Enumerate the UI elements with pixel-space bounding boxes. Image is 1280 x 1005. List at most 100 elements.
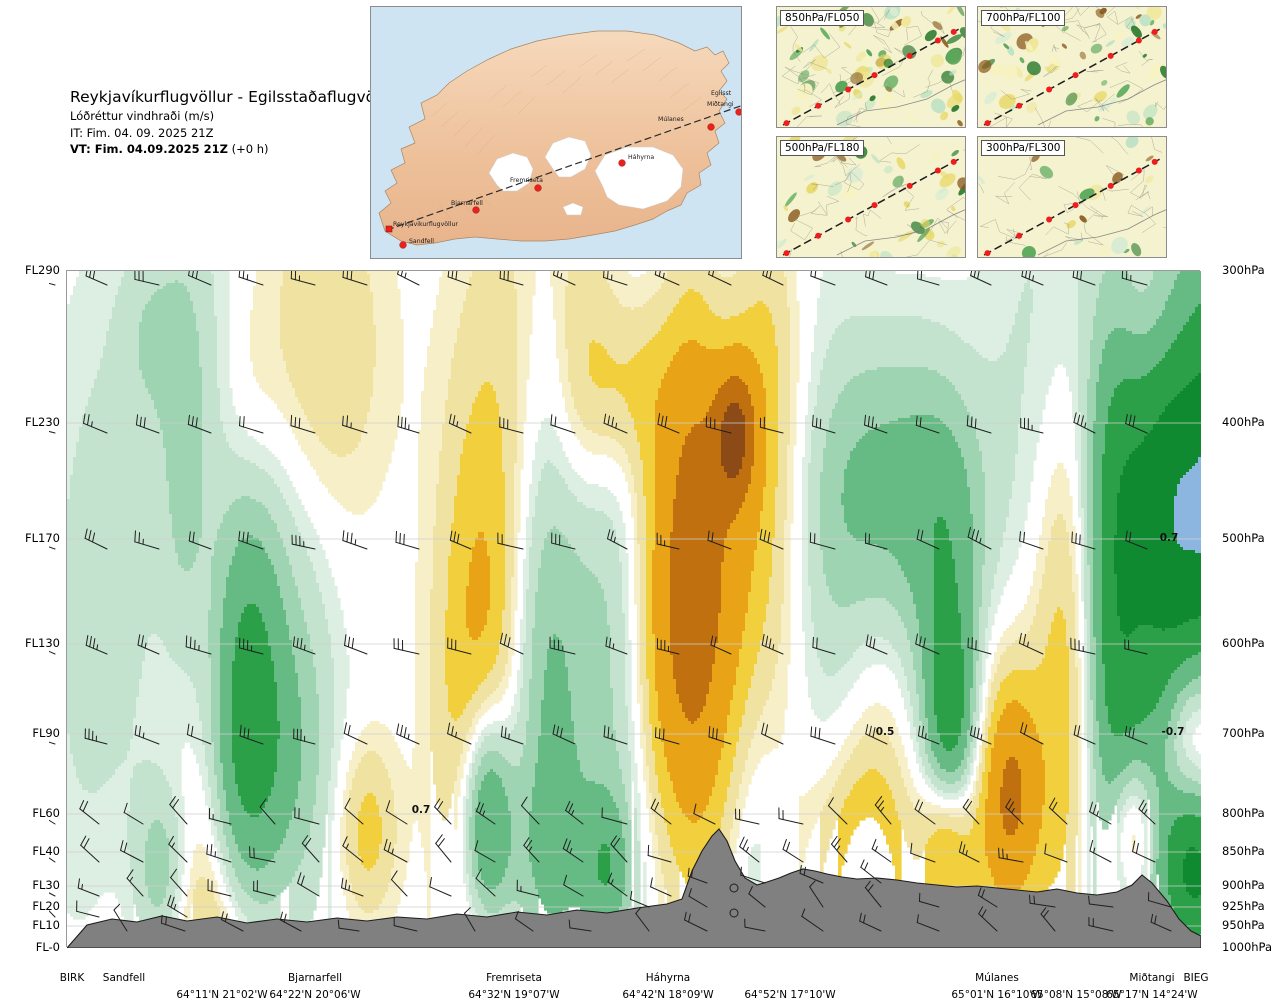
panel-station-dot: [815, 102, 822, 109]
station-marker-square[interactable]: [385, 225, 393, 233]
map-hillshade: [418, 48, 702, 226]
glacier-langjokull: [488, 152, 534, 192]
flight-level-tick: FL60: [32, 806, 60, 820]
flight-level-tick: FL30: [32, 878, 60, 892]
pressure-tick: 800hPa: [1222, 806, 1265, 820]
panel-station-dot: [783, 250, 790, 257]
panel-station-dot: [984, 250, 991, 257]
glacier-vatnajokull: [594, 146, 684, 210]
station-map-label: Fremriseta: [510, 177, 543, 184]
station-coordinate-label: 64°32'N 19°07'W: [468, 989, 560, 1001]
flight-level-tick: FL230: [25, 415, 60, 429]
panel-caption: 300hPa/FL300: [981, 140, 1066, 156]
station-name-label: Sandfell: [102, 972, 146, 984]
station-name-label: Bjarnarfell: [287, 972, 343, 984]
flight-level-tick: FL130: [25, 636, 60, 650]
panel-300hpa-fl300[interactable]: 300hPa/FL300: [977, 136, 1167, 258]
flight-level-tick: FL90: [32, 726, 60, 740]
vertical-velocity-field: [67, 271, 1201, 947]
panel-caption: 850hPa/FL050: [780, 10, 865, 26]
station-name-label: BIEG: [1183, 972, 1209, 984]
station-map-label: Múlanes: [658, 115, 684, 123]
contour-label: 0.7: [412, 804, 431, 816]
contour-label: -0.7: [1162, 726, 1185, 738]
panel-field-0: [777, 7, 965, 127]
station-map-label: Egilsst: [711, 90, 732, 97]
station-map-label: Miðtangi: [707, 101, 734, 108]
panel-station-dot: [1107, 52, 1114, 59]
parameter-label: Lóðréttur vindhraði (m/s): [70, 108, 215, 123]
panel-station-dot: [1046, 216, 1053, 223]
valid-time-value: VT: Fim. 04.09.2025 21Z: [70, 142, 228, 157]
panel-station-dot: [906, 52, 913, 59]
panel-station-dot: [871, 72, 878, 79]
flight-level-tick: FL-0: [35, 940, 60, 954]
glacier-myrdalsjokull: [562, 202, 584, 216]
panel-caption: 700hPa/FL100: [981, 10, 1066, 26]
flight-level-tick: FL290: [25, 263, 60, 277]
vertical-cross-section-plot[interactable]: 0.7 0.5 0.7 -0.7: [49, 270, 1201, 948]
station-coordinate-label: 65°08'N 15°08'W: [1030, 989, 1122, 1001]
pressure-tick: 400hPa: [1222, 415, 1265, 429]
panel-700hpa-fl100[interactable]: 700hPa/FL100: [977, 6, 1167, 128]
station-name-label: Múlanes: [975, 972, 1019, 984]
station-map-label: Sandfell: [409, 238, 434, 245]
panel-station-dot: [871, 202, 878, 209]
panel-station-dot: [1072, 202, 1079, 209]
panel-500hpa-fl180[interactable]: 500hPa/FL180: [776, 136, 966, 258]
station-coordinate-label: 64°11'N 21°02'W: [176, 989, 268, 1001]
panel-station-dot: [934, 37, 941, 44]
station-coordinate-label: 65°01'N 16°10'W: [951, 989, 1043, 1001]
station-coordinate-label: 64°22'N 20°06'W: [269, 989, 361, 1001]
iceland-overview-map[interactable]: Reykjavikurflugvöllur Sandfell Bjarnarfell…: [370, 6, 742, 259]
panel-station-dot: [1135, 167, 1142, 174]
panel-station-dot: [783, 120, 790, 127]
station-coordinate-label: 64°52'N 17°10'W: [744, 989, 836, 1001]
transect-line: [386, 105, 741, 231]
panel-station-dot: [1016, 102, 1023, 109]
station-name-label: Háhyrna: [645, 972, 691, 984]
panel-station-dot: [950, 28, 957, 35]
panel-station-dot: [1107, 182, 1114, 189]
station-coordinate-label: 65°17'N 14°24'W: [1106, 989, 1198, 1001]
panel-850hpa-fl050[interactable]: 850hPa/FL050: [776, 6, 966, 128]
station-marker-dot[interactable]: [707, 123, 715, 131]
station-map-label: Bjarnarfell: [451, 200, 483, 207]
panel-station-dot: [845, 86, 852, 93]
station-name-label: Miðtangi: [1129, 972, 1175, 984]
panel-station-dot: [1046, 86, 1053, 93]
contour-label: 0.7: [1160, 532, 1179, 544]
station-coordinate-label: 64°42'N 18°09'W: [622, 989, 714, 1001]
panel-station-dot: [1135, 37, 1142, 44]
station-marker-dot[interactable]: [399, 241, 407, 249]
pressure-tick: 500hPa: [1222, 531, 1265, 545]
panel-station-dot: [1016, 232, 1023, 239]
page-title: Reykjavíkurflugvöllur - Egilsstaðaflugvö…: [70, 88, 400, 106]
flight-level-tick: FL170: [25, 531, 60, 545]
station-marker-dot[interactable]: [735, 108, 742, 116]
panel-station-dot: [1151, 28, 1158, 35]
station-marker-dot[interactable]: [534, 184, 542, 192]
pressure-tick: 600hPa: [1222, 636, 1265, 650]
panel-station-dot: [1151, 158, 1158, 165]
panel-caption: 500hPa/FL180: [780, 140, 865, 156]
overview-station-markers: Reykjavikurflugvöllur Sandfell Bjarnarfell…: [385, 90, 742, 249]
flight-level-tick: FL20: [32, 899, 60, 913]
title-block: Reykjavíkurflugvöllur - Egilsstaðaflugvö…: [70, 88, 400, 158]
station-name-label: Fremriseta: [486, 972, 542, 984]
glacier-hofsjokull: [544, 136, 592, 178]
station-marker-dot[interactable]: [472, 206, 480, 214]
station-map-label: Háhyrna: [628, 153, 654, 161]
flight-level-tick: FL10: [32, 918, 60, 932]
panel-station-dot: [815, 232, 822, 239]
contour-label: 0.5: [876, 726, 895, 738]
panel-field-3: [978, 137, 1166, 257]
panel-station-dot: [845, 216, 852, 223]
station-map-label: Reykjavikurflugvöllur: [393, 221, 458, 228]
panel-station-dot: [934, 167, 941, 174]
contour-labels: 0.7 0.5 0.7 -0.7: [412, 532, 1185, 816]
issue-time-label: IT: Fim. 04. 09. 2025 21Z: [70, 125, 214, 140]
station-axis: BIRK Sandfell 64°11'N 21°02'W Bjarnarfell 64…: [0, 955, 1280, 1005]
station-marker-dot[interactable]: [618, 159, 626, 167]
